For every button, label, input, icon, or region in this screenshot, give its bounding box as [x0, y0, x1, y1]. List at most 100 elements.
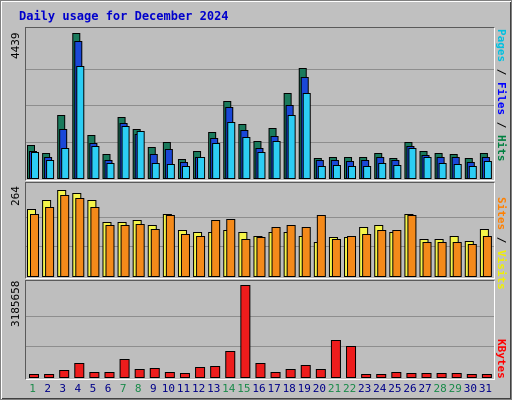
kbytes-bar [346, 346, 357, 378]
sites-bar [226, 219, 236, 277]
legend-pages-files-hits: Pages / Files / Hits [495, 29, 508, 162]
pages-bar [438, 163, 447, 179]
pages-bar [423, 157, 432, 179]
kbytes-panel [25, 280, 495, 380]
kbytes-bar [89, 372, 100, 378]
day-label: 12 [191, 382, 206, 395]
legend-kbytes-wrap: KBytes [495, 339, 508, 379]
day-label: 25 [388, 382, 402, 395]
sites-bar [392, 230, 402, 277]
kbytes-bar [361, 374, 372, 378]
kbytes-bar [119, 359, 130, 378]
sites-bar [211, 220, 221, 277]
sites-bar [316, 215, 326, 277]
kbytes-bar [164, 372, 175, 378]
day-label: 31 [478, 382, 493, 395]
pages-bar [106, 163, 115, 179]
sites-bar [331, 239, 341, 277]
sites-bar [196, 236, 206, 277]
kbytes-bar [436, 373, 447, 378]
day-label: 2 [44, 382, 51, 395]
pages-bar [317, 166, 326, 179]
pages-bar [363, 166, 372, 179]
sites-bar [135, 224, 145, 277]
sites-bar [120, 225, 130, 277]
pages-bar [453, 164, 462, 179]
legend-kbytes: KBytes [495, 339, 508, 379]
legend-separator: / [495, 62, 508, 82]
day-label: 27 [418, 382, 432, 395]
kbytes-bar [481, 374, 492, 378]
pages-bar [332, 165, 341, 179]
day-label: 1 [29, 382, 36, 395]
day-label: 20 [312, 382, 326, 395]
pages-bar [31, 152, 39, 179]
pages-bar [302, 93, 311, 179]
legend-files: Files [495, 82, 508, 116]
day-label: 7 [119, 382, 127, 395]
sites-bar [422, 242, 432, 277]
pages-bar [242, 137, 251, 179]
kbytes-bar [225, 351, 236, 378]
pages-bar [121, 126, 130, 179]
kbytes-bar [255, 363, 266, 378]
pages-bar [378, 163, 387, 179]
day-label: 16 [252, 382, 266, 395]
day-label: 18 [282, 382, 296, 395]
pages-bar [181, 166, 190, 179]
kbytes-bar [74, 363, 85, 378]
kbytes-bar [149, 368, 160, 378]
pages-bar [76, 66, 85, 179]
kbytes-bar [391, 372, 402, 378]
sites-bar [407, 215, 417, 277]
day-label: 4 [74, 382, 82, 395]
legend-separator: / [495, 230, 508, 250]
legend-sites-visits: Sites / Visits [495, 197, 508, 290]
sites-bar [75, 198, 85, 277]
max-visits-label: 264 [9, 186, 22, 206]
pages-bar [227, 122, 236, 179]
legend-visits: Visits [495, 250, 508, 290]
pages-bar [197, 157, 206, 179]
pages-bar [151, 163, 160, 179]
legend-sites: Sites [495, 197, 508, 231]
pages-bar [61, 148, 70, 179]
hits-files-pages-plot [26, 33, 494, 179]
day-label: 23 [358, 382, 372, 395]
sites-bar [467, 244, 477, 277]
kbytes-bar [466, 374, 477, 378]
sites-bar [301, 227, 311, 277]
day-label: 19 [297, 382, 311, 395]
pages-bar [212, 143, 221, 179]
sites-bar [165, 215, 175, 277]
day-label: 29 [448, 382, 462, 395]
kbytes-bar [195, 367, 206, 378]
day-label: 14 [222, 382, 236, 395]
day-label: 6 [104, 382, 112, 395]
sites-bar [105, 225, 115, 277]
legend-hits: Hits [495, 135, 508, 162]
pages-bar [408, 148, 417, 179]
day-label: 9 [150, 382, 157, 395]
kbytes-bar [330, 340, 341, 378]
legend-separator: / [495, 115, 508, 135]
visits-sites-plot [26, 190, 494, 277]
day-axis: 1 2 3 4 5 6 7 8 9 10 11 12 13 14 15 16 17 18 19 20 21 22 23 24 2… [25, 382, 493, 398]
sites-bar [452, 242, 462, 277]
sites-bar [180, 234, 190, 277]
kbytes-bar [240, 285, 251, 378]
sites-bar [377, 230, 387, 277]
pages-bar [272, 141, 281, 179]
kbytes-plot [26, 285, 494, 378]
sites-bar [45, 207, 55, 277]
legend-pages: Pages [495, 29, 508, 63]
pages-bar [257, 152, 266, 179]
kbytes-bar [29, 374, 39, 378]
sites-bar [271, 227, 281, 277]
day-label: 13 [207, 382, 221, 395]
day-label: 28 [433, 382, 447, 395]
sites-bar [256, 237, 266, 277]
pages-bar [287, 115, 296, 179]
sites-bar [60, 195, 70, 277]
